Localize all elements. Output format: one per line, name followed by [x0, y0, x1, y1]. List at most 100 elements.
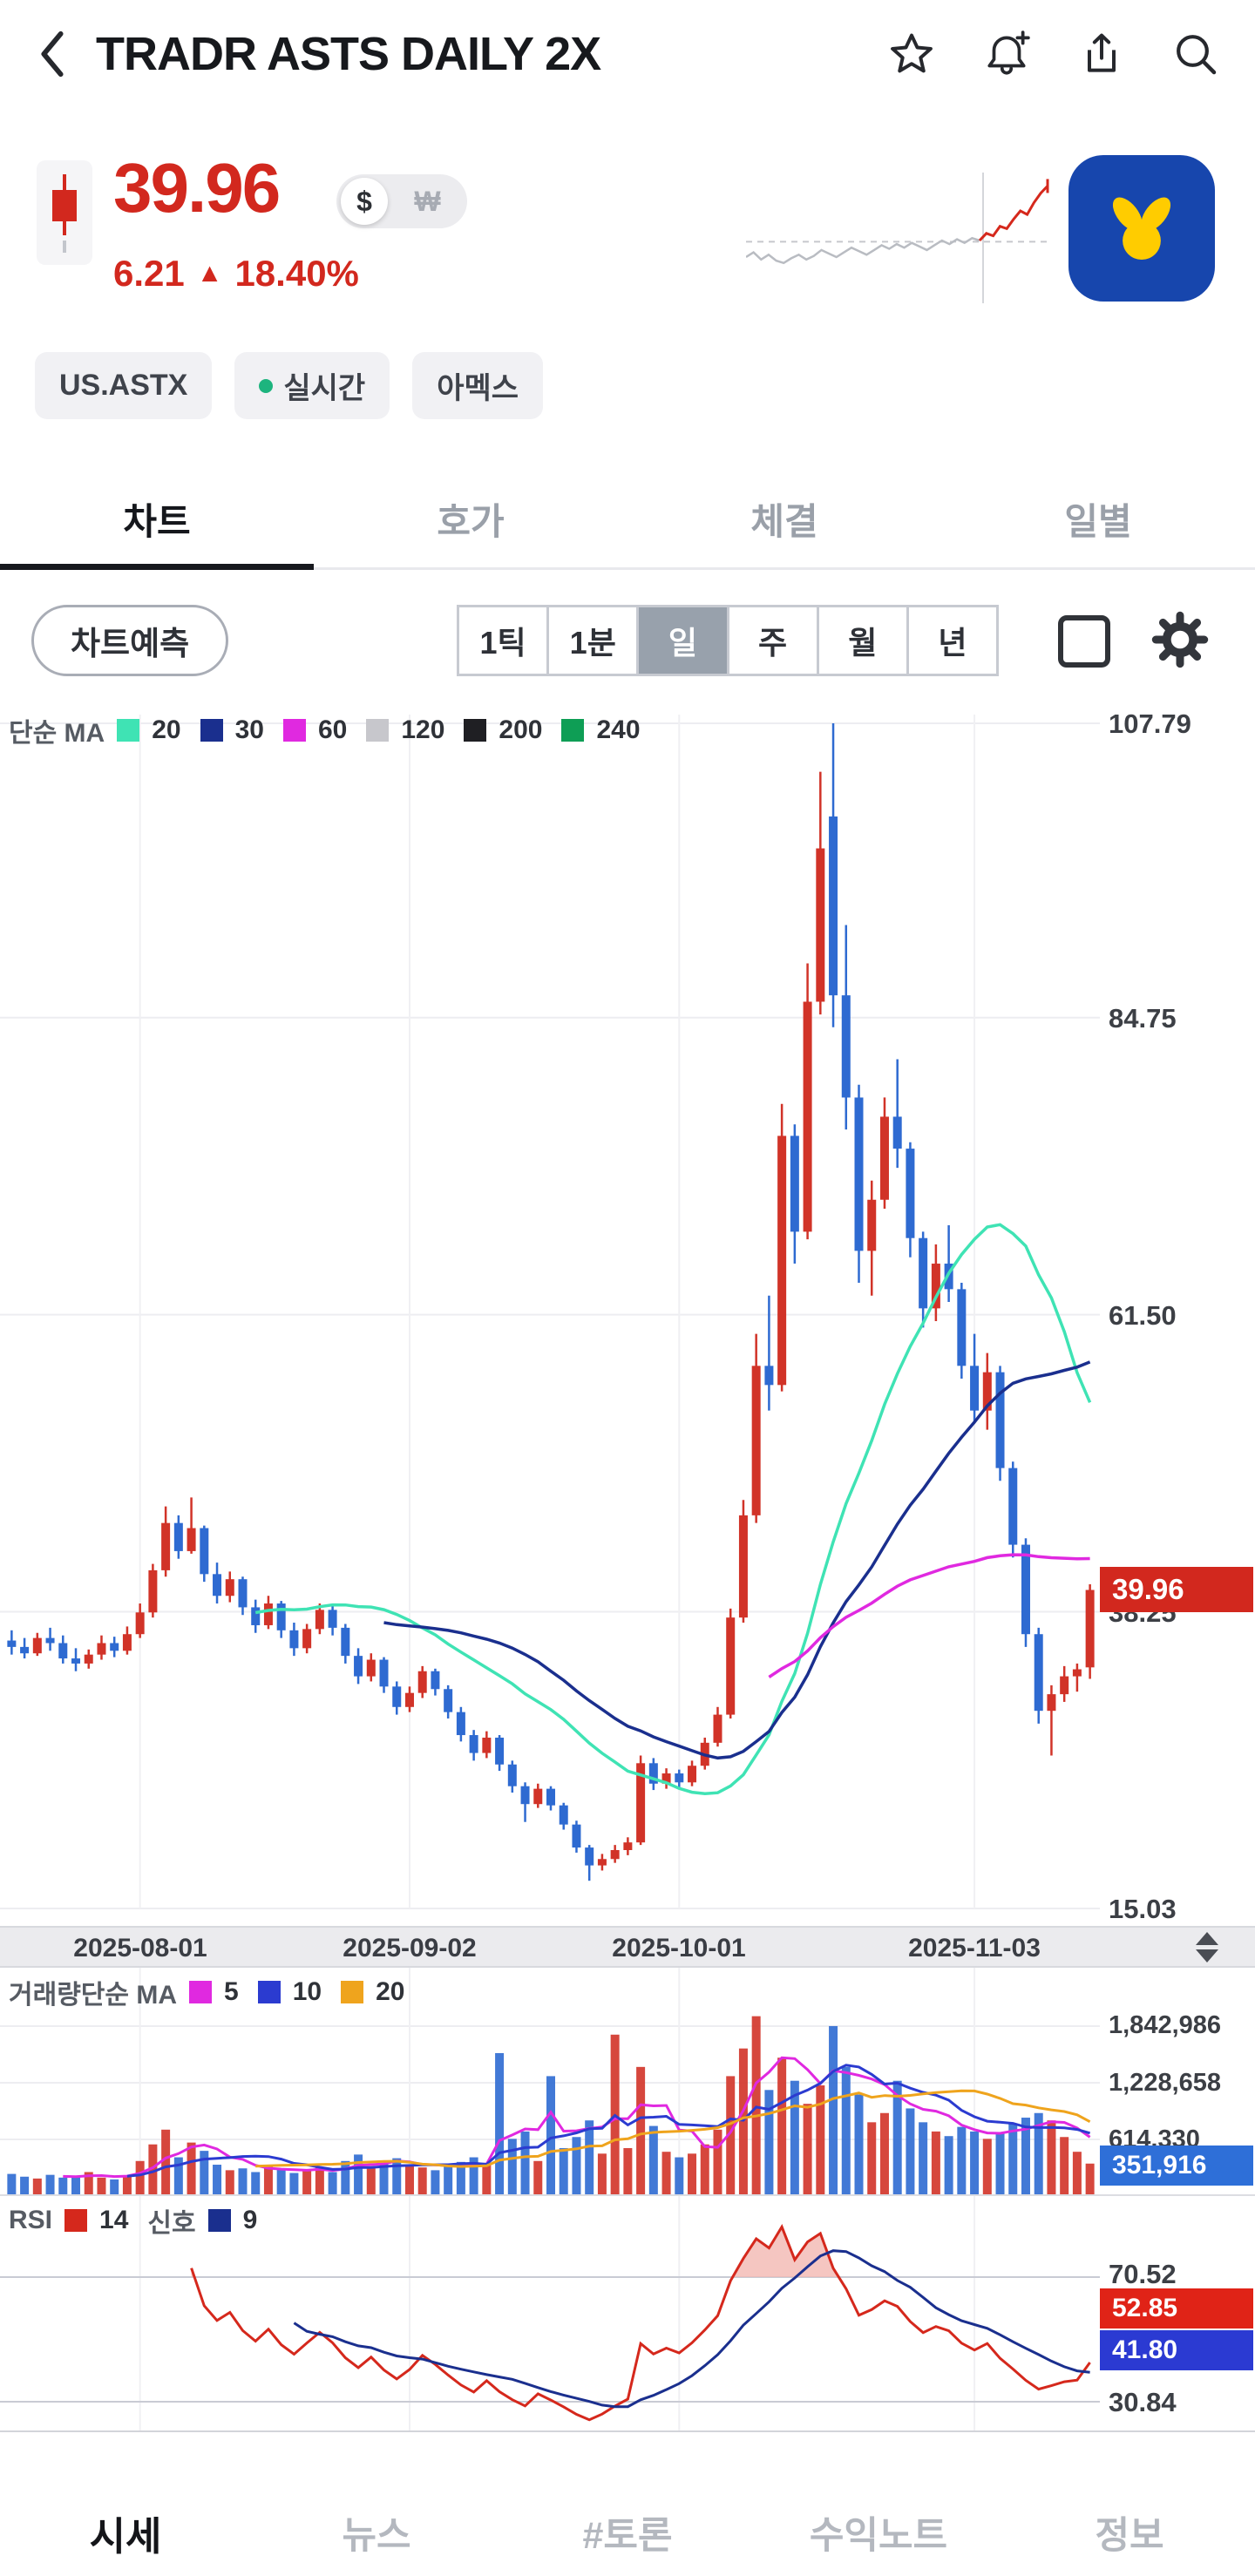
triangle-down-icon	[1196, 1949, 1218, 1963]
chart-area: 단순 MA 20 30 60 120 200 240 107.79 84.75 …	[0, 706, 1255, 2433]
search-icon	[1177, 35, 1217, 75]
up-arrow-icon: ▲	[196, 259, 223, 288]
timeframe-monthly[interactable]: 월	[816, 607, 906, 674]
vol-ma5-chip-icon	[189, 1981, 212, 2003]
currency-dollar[interactable]: $	[341, 178, 388, 225]
market-tag-label: 아멕스	[437, 372, 519, 405]
date-label: 2025-08-01	[73, 1934, 207, 1963]
timeframe-selector: 1틱 1분 일 주 월 년	[457, 605, 999, 676]
nav-profit-note[interactable]: 수익노트	[809, 2515, 948, 2557]
bell-plus-icon	[987, 31, 1030, 75]
bottom-nav: 시세 뉴스 #토론 수익노트 정보	[0, 2489, 1255, 2576]
nav-quotes[interactable]: 시세	[89, 2513, 162, 2559]
current-price: 39.96	[113, 149, 281, 227]
share-icon	[1088, 33, 1116, 72]
volume-ma-legend: 거래량단순 MA 5 10 20	[9, 1973, 411, 2011]
timeframe-weekly[interactable]: 주	[726, 607, 817, 674]
change-value: 6.21	[113, 253, 185, 294]
share-button[interactable]	[1077, 30, 1126, 78]
price-axis-label: 61.50	[1109, 1300, 1177, 1331]
tab-bar: 차트 호가 체결 일별	[0, 471, 1255, 570]
change-percent: 18.40%	[234, 253, 359, 294]
price-change: 6.21 ▲ 18.40%	[113, 253, 359, 295]
tab-daily[interactable]: 일별	[1064, 501, 1132, 542]
rsi-signal-tag: 41.80	[1100, 2330, 1253, 2370]
last-volume-tag: 351,916	[1100, 2146, 1253, 2186]
flower-logo-icon	[1112, 197, 1171, 260]
nav-info[interactable]: 정보	[1095, 2515, 1164, 2557]
tab-chart[interactable]: 차트	[123, 501, 191, 542]
price-axis-label: 15.03	[1109, 1894, 1177, 1924]
favorite-button[interactable]	[887, 30, 936, 78]
rsi-chart[interactable]	[0, 2196, 1255, 2433]
price-axis-label: 84.75	[1109, 1003, 1177, 1034]
chart-style-button[interactable]	[1058, 615, 1110, 668]
exchange-tag: US.ASTX	[35, 352, 213, 419]
tab-orderbook[interactable]: 호가	[437, 501, 505, 542]
nav-news[interactable]: 뉴스	[342, 2515, 411, 2557]
search-button[interactable]	[1171, 30, 1220, 78]
tab-executions[interactable]: 체결	[750, 501, 818, 542]
realtime-dot-icon	[259, 378, 274, 393]
chevron-left-icon	[41, 31, 64, 78]
rsi-upper-label: 70.52	[1109, 2259, 1177, 2289]
star-icon	[891, 33, 933, 73]
date-label: 2025-11-03	[908, 1934, 1041, 1963]
ma120-chip-icon	[366, 719, 390, 742]
last-price-tag: 39.96	[1100, 1567, 1253, 1612]
date-axis: 2025-08-01 2025-09-02 2025-10-01 2025-11…	[0, 1926, 1255, 1968]
rsi-lower-label: 30.84	[1109, 2387, 1177, 2417]
market-tag: 아멕스	[412, 352, 544, 419]
rsi-signal-chip-icon	[207, 2209, 231, 2232]
realtime-tag: 실시간	[234, 352, 390, 419]
price-chart[interactable]	[0, 706, 1255, 1926]
date-label: 2025-09-02	[343, 1934, 477, 1963]
square-outline-icon	[1058, 615, 1110, 668]
currency-toggle[interactable]: $ ₩	[336, 174, 467, 228]
rsi-signal-label: 신호	[147, 2209, 196, 2238]
header: TRADR ASTS DAILY 2X	[0, 14, 1255, 94]
quote-section: 39.96 $ ₩ 6.21 ▲ 18.40%	[0, 149, 1255, 340]
timeframe-1min[interactable]: 1분	[546, 607, 636, 674]
chart-settings-button[interactable]	[1150, 610, 1210, 674]
ma60-chip-icon	[282, 719, 306, 742]
currency-won[interactable]: ₩	[414, 185, 441, 217]
timeframe-1tick[interactable]: 1틱	[459, 607, 546, 674]
vol-ma20-chip-icon	[341, 1981, 364, 2003]
triangle-up-icon	[1196, 1932, 1218, 1945]
ma-legend: 단순 MA 20 30 60 120 200 240	[9, 711, 648, 749]
chart-toolbar: 차트예측 1틱 1분 일 주 월 년	[0, 603, 1255, 687]
axis-scale-control[interactable]	[1196, 1932, 1218, 1963]
date-label: 2025-10-01	[612, 1934, 746, 1963]
timeframe-yearly[interactable]: 년	[906, 607, 996, 674]
timeframe-daily[interactable]: 일	[636, 607, 727, 674]
rsi-value-tag: 52.85	[1100, 2288, 1253, 2329]
back-button[interactable]	[35, 29, 70, 79]
candlestick-icon	[37, 160, 92, 265]
alert-button[interactable]	[981, 29, 1032, 79]
ma30-chip-icon	[200, 719, 223, 742]
rsi-legend: RSI 14 신호 9	[9, 2201, 264, 2240]
realtime-tag-label: 실시간	[283, 372, 366, 405]
header-actions	[887, 29, 1220, 79]
gear-icon	[1151, 611, 1209, 668]
exchange-tag-label: US.ASTX	[59, 369, 188, 402]
volume-axis-label: 1,842,986	[1109, 2011, 1222, 2039]
rsi-chip-icon	[64, 2209, 88, 2232]
stock-logo	[1068, 155, 1215, 302]
sparkline-chart	[746, 173, 1051, 303]
ma200-chip-icon	[464, 719, 487, 742]
active-tab-underline	[0, 564, 314, 570]
vol-ma10-chip-icon	[257, 1981, 281, 2003]
volume-chart[interactable]	[0, 1968, 1255, 2196]
chart-predict-button[interactable]: 차트예측	[31, 605, 229, 676]
rsi-legend-title: RSI	[9, 2206, 53, 2234]
ma20-chip-icon	[117, 719, 140, 742]
nav-discussion[interactable]: #토론	[582, 2515, 673, 2557]
ma-legend-title: 단순 MA	[9, 719, 105, 748]
tag-row: US.ASTX 실시간 아멕스	[35, 352, 544, 419]
ma240-chip-icon	[561, 719, 585, 742]
volume-legend-title: 거래량단순 MA	[9, 1981, 177, 2010]
page-title: TRADR ASTS DAILY 2X	[96, 28, 601, 80]
